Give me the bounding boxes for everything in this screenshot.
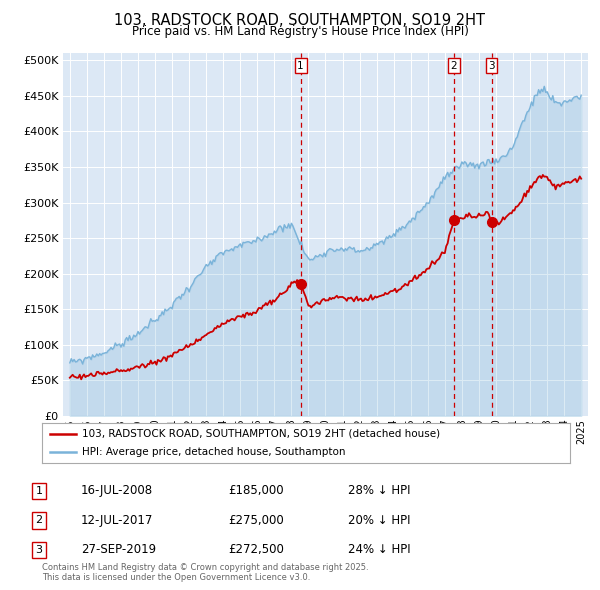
Text: 20% ↓ HPI: 20% ↓ HPI: [348, 514, 410, 527]
Text: 103, RADSTOCK ROAD, SOUTHAMPTON, SO19 2HT: 103, RADSTOCK ROAD, SOUTHAMPTON, SO19 2H…: [115, 13, 485, 28]
Text: £275,000: £275,000: [228, 514, 284, 527]
Text: 27-SEP-2019: 27-SEP-2019: [81, 543, 156, 556]
Text: 16-JUL-2008: 16-JUL-2008: [81, 484, 153, 497]
Text: Price paid vs. HM Land Registry's House Price Index (HPI): Price paid vs. HM Land Registry's House …: [131, 25, 469, 38]
Text: 28% ↓ HPI: 28% ↓ HPI: [348, 484, 410, 497]
Text: 3: 3: [488, 61, 495, 71]
Text: HPI: Average price, detached house, Southampton: HPI: Average price, detached house, Sout…: [82, 447, 345, 457]
Text: 2: 2: [451, 61, 457, 71]
Text: 2: 2: [35, 516, 43, 525]
Text: 12-JUL-2017: 12-JUL-2017: [81, 514, 154, 527]
Text: 1: 1: [35, 486, 43, 496]
Text: £272,500: £272,500: [228, 543, 284, 556]
Text: 24% ↓ HPI: 24% ↓ HPI: [348, 543, 410, 556]
Text: Contains HM Land Registry data © Crown copyright and database right 2025.
This d: Contains HM Land Registry data © Crown c…: [42, 563, 368, 582]
Text: 1: 1: [298, 61, 304, 71]
Text: 3: 3: [35, 545, 43, 555]
Text: 103, RADSTOCK ROAD, SOUTHAMPTON, SO19 2HT (detached house): 103, RADSTOCK ROAD, SOUTHAMPTON, SO19 2H…: [82, 429, 440, 439]
Text: £185,000: £185,000: [228, 484, 284, 497]
